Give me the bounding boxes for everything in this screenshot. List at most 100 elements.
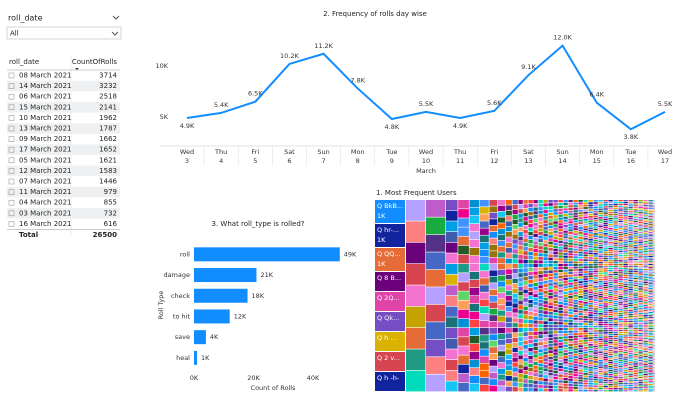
expand-icon[interactable] (8, 83, 15, 89)
treemap-filler-tile (558, 310, 563, 313)
treemap-cell[interactable] (375, 292, 405, 311)
treemap-filler-tile (528, 292, 533, 296)
treemap-filler-tile (593, 244, 598, 246)
slicer-dropdown[interactable] (6, 26, 122, 40)
treemap-filler-tile (548, 382, 553, 385)
treemap-filler-tile (603, 311, 608, 313)
treemap-filler-tile (593, 308, 598, 310)
expand-icon[interactable] (8, 168, 15, 174)
expand-icon[interactable] (8, 157, 15, 164)
expand-icon[interactable] (8, 72, 15, 79)
treemap-filler-tile (548, 244, 553, 248)
treemap-filler-tile (528, 252, 533, 256)
slicer-chevron[interactable] (112, 15, 120, 20)
treemap-filler-tile (643, 350, 648, 353)
treemap-filler-tile (608, 236, 613, 238)
dropdown-chevron[interactable] (111, 31, 119, 36)
treemap-filler-tile (608, 334, 613, 336)
expand-icon[interactable] (8, 189, 15, 195)
treemap-filler-tile (563, 353, 568, 356)
expand-icon[interactable] (8, 221, 15, 227)
treemap-filler-tile (633, 267, 638, 269)
treemap-filler-tile (573, 281, 578, 284)
treemap-filler-tile (653, 328, 655, 329)
treemap-filler-tile (573, 246, 578, 249)
treemap-filler-tile (588, 238, 593, 241)
treemap-filler-tile (538, 296, 543, 299)
treemap-filler-tile (638, 272, 643, 274)
expand-icon[interactable] (8, 146, 15, 153)
expand-icon[interactable] (8, 115, 15, 121)
treemap-filler-tile (618, 297, 623, 300)
treemap-cell[interactable] (375, 372, 405, 391)
expand-icon[interactable] (8, 93, 15, 100)
treemap-cell[interactable] (375, 312, 405, 331)
treemap-cell[interactable] (375, 248, 405, 271)
treemap-cell[interactable] (375, 352, 405, 371)
treemap-filler-tile (603, 346, 608, 349)
treemap-filler-tile (643, 270, 648, 272)
data-label: 6.4K (589, 91, 604, 99)
treemap-filler-tile (563, 386, 568, 389)
treemap-filler-tile (648, 275, 653, 277)
treemap-filler-tile (603, 352, 608, 355)
treemap-filler-tile (613, 264, 618, 266)
expand-icon[interactable] (8, 210, 15, 217)
treemap-filler-tile (628, 306, 633, 308)
treemap-filler-tile (618, 333, 623, 335)
treemap-filler-tile (648, 203, 653, 205)
treemap-filler-tile (643, 295, 648, 297)
treemap-filler-tile (623, 313, 628, 315)
treemap-filler-tile (588, 216, 593, 218)
treemap-cell[interactable] (375, 200, 405, 223)
expand-icon[interactable] (8, 136, 15, 142)
treemap-filler-tile (653, 278, 655, 280)
treemap-filler-tile (588, 357, 593, 360)
treemap-filler-tile (578, 372, 583, 375)
treemap-filler-tile (583, 233, 588, 235)
treemap-filler-tile (603, 241, 608, 243)
expand-icon[interactable] (8, 125, 15, 132)
treemap-filler-tile (648, 225, 653, 227)
treemap-filler-tile (633, 303, 638, 305)
treemap-filler-tile (643, 232, 648, 234)
treemap-filler-tile (618, 228, 623, 230)
treemap-filler-tile (633, 265, 638, 267)
x-tick-label: Fri (490, 148, 498, 156)
treemap-filler-tile (628, 287, 633, 289)
expand-icon[interactable] (8, 178, 15, 185)
treemap-filler-tile (573, 317, 578, 320)
treemap-cell[interactable] (375, 224, 405, 247)
treemap-filler-tile (563, 322, 568, 325)
treemap-filler-tile (573, 264, 578, 266)
treemap-filler-tile (553, 230, 558, 233)
treemap-filler-tile (518, 378, 523, 383)
column-header[interactable]: CountOfRolls (72, 58, 117, 66)
treemap-filler-tile (583, 280, 588, 283)
treemap-filler-tile (563, 291, 568, 295)
treemap-filler-tile (469, 344, 480, 352)
treemap-cell[interactable] (375, 332, 405, 351)
treemap-filler-tile (543, 385, 548, 389)
treemap-filler-tile (563, 375, 568, 378)
expand-icon[interactable] (8, 199, 15, 206)
treemap-filler-tile (653, 292, 655, 294)
treemap-filler-tile (598, 349, 603, 351)
treemap-filler-tile (598, 210, 603, 213)
treemap-filler-tile (573, 374, 578, 377)
treemap-filler-tile (648, 200, 653, 201)
treemap-filler-tile (588, 280, 593, 282)
treemap-filler-tile (598, 246, 603, 249)
expand-icon[interactable] (8, 104, 15, 111)
treemap-filler-tile (653, 260, 655, 262)
treemap-filler-tile (603, 226, 608, 229)
column-header[interactable]: roll_date (9, 58, 39, 66)
treemap-filler-tile (638, 210, 643, 212)
treemap-filler-tile (613, 329, 618, 332)
treemap-filler-tile (588, 305, 593, 307)
treemap-filler-tile (653, 315, 655, 317)
treemap-filler-tile (533, 226, 538, 230)
treemap-cell[interactable] (375, 272, 405, 291)
treemap-filler-tile (603, 332, 608, 334)
treemap-filler-tile (653, 270, 655, 272)
